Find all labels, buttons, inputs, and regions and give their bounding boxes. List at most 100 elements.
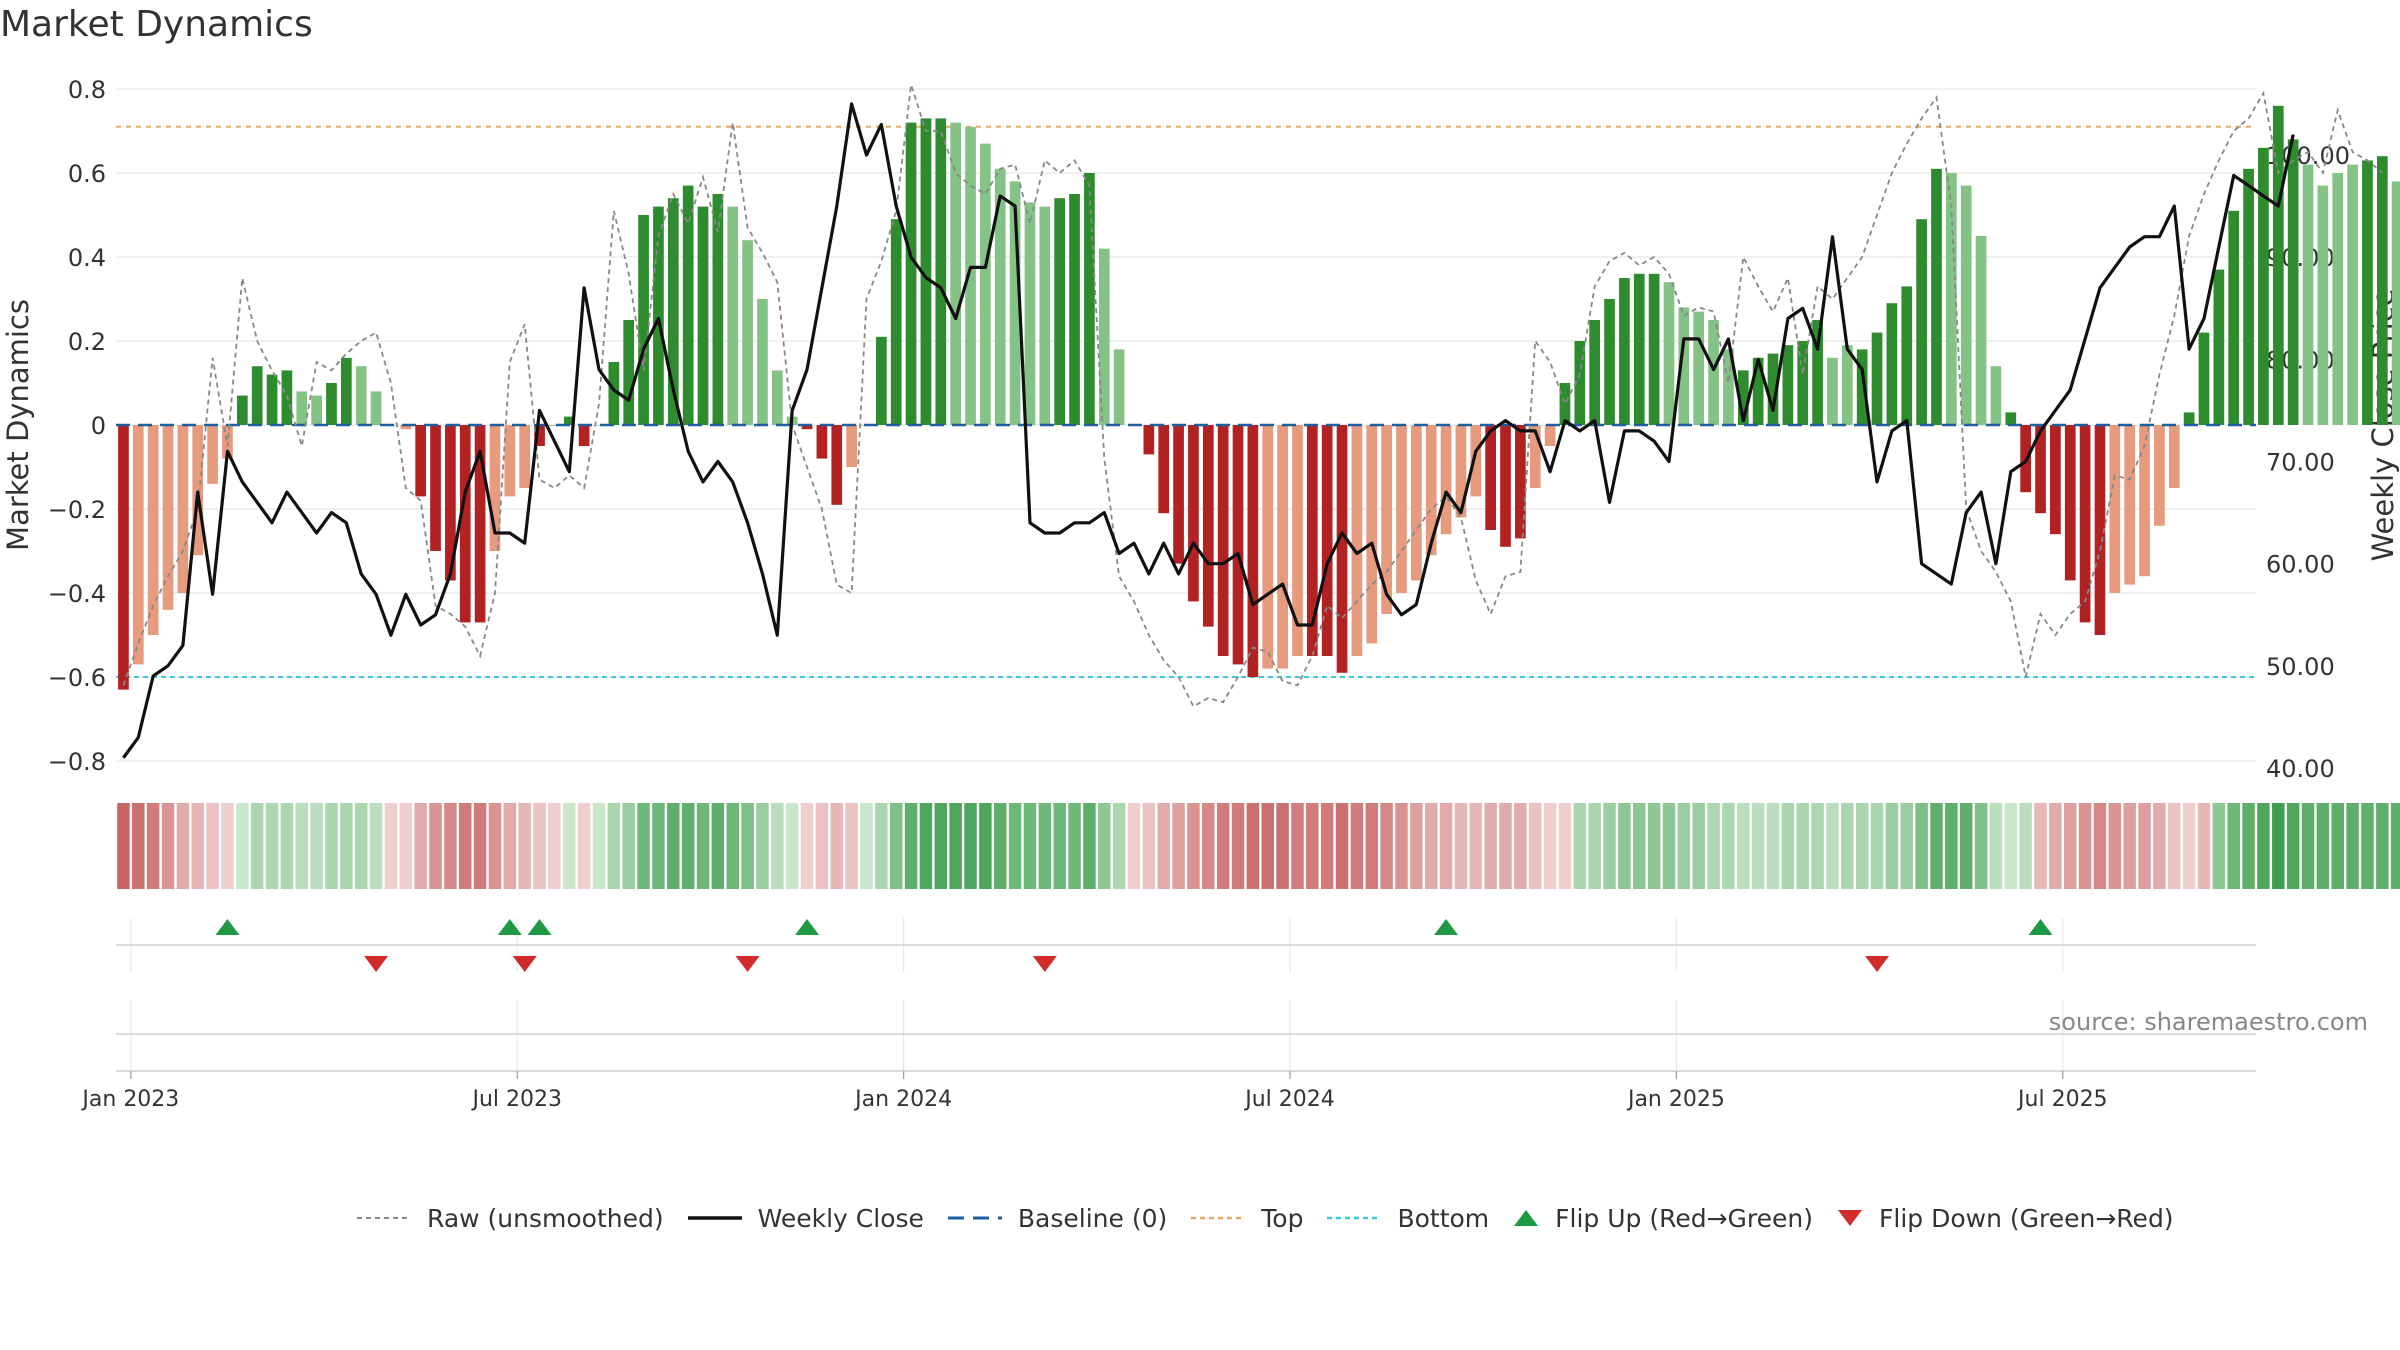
legend-item-flip_down: Flip Down (Green→Red) [1835,1204,2174,1233]
regime-strip-cell [340,803,353,889]
flip-down-marker [1032,956,1057,972]
regime-strip-cell [1395,803,1408,889]
regime-strip-cell [934,803,948,889]
momentum-bar [1931,168,1942,426]
regime-strip-cell [1083,803,1096,889]
regime-strip-cell [399,803,413,889]
momentum-bar [2139,425,2150,577]
regime-strip-cell [1499,803,1512,889]
regime-strip-cell [1320,803,1334,889]
regime-strip-cell [473,803,487,889]
regime-strip-cell [1841,803,1854,889]
momentum-bar [1440,425,1452,535]
momentum-bar [697,206,709,425]
regime-strip-cell [889,803,903,889]
regime-strip-cell [458,803,472,889]
legend-label: Bottom [1397,1203,1490,1233]
regime-strip-cell [176,803,190,889]
regime-strip-cell [2361,803,2374,889]
regime-strip-cell [117,803,130,889]
regime-strip-cell [592,803,606,889]
momentum-bar [1098,248,1110,425]
regime-strip-cell [1098,803,1111,889]
legend-item-top: Top [1189,1204,1303,1233]
momentum-bar [593,425,605,426]
regime-strip-cell [1365,803,1379,889]
regime-strip-cell [2078,803,2092,889]
momentum-bar [2347,164,2358,425]
regime-strip-cell [1959,803,1973,889]
regime-strip-cell [1796,803,1809,889]
momentum-bar [994,168,1006,426]
regime-strip-cell [1261,803,1274,889]
momentum-bar [1306,425,1318,656]
regime-strip-cell [2301,803,2315,889]
regime-strip-cell [161,803,175,889]
regime-strip-cell [2212,803,2226,889]
legend-item-close: Weekly Close [686,1204,924,1233]
momentum-bar [905,122,917,425]
legend-swatch-close [687,1216,742,1220]
momentum-bar [415,425,427,497]
regime-strip-cell [1231,803,1245,889]
momentum-bar [1767,353,1779,425]
legend-item-bottom: Bottom [1325,1204,1489,1233]
regime-strip-cell [1410,803,1423,889]
momentum-bar [1039,206,1051,425]
momentum-bar [950,122,962,425]
regime-strip-cell [2093,803,2107,889]
momentum-bar [1633,273,1645,425]
regime-strip-cell [2138,803,2151,889]
regime-strip-cell [1142,803,1156,889]
legend-swatch-bottom [1327,1216,1382,1220]
momentum-bar [1024,202,1036,425]
regime-strip-cell [1558,803,1572,889]
regime-strip-cell [1737,803,1750,889]
regime-strip-cell [1528,803,1542,889]
legend-label: Flip Up (Red→Green) [1555,1203,1814,1233]
regime-strip-cell [221,803,234,889]
flip-down-marker [1865,956,1890,972]
regime-strip-cell [1335,803,1349,889]
regime-strip-cell [696,803,710,889]
momentum-bar [1916,219,1927,425]
legend-item-raw: Raw (unsmoothed) [355,1204,664,1233]
regime-strip-cell [488,803,502,889]
regime-strip-cell [845,803,858,889]
momentum-bar [2213,269,2225,425]
momentum-bar [1604,299,1615,425]
regime-strip-cell [1306,803,1319,889]
regime-strip-cell [414,803,427,889]
regime-strip-cell [1127,803,1141,889]
regime-strip-cell [2272,803,2285,889]
momentum-bar [222,425,233,459]
legend-item-flip_up: Flip Up (Red→Green) [1511,1204,1813,1233]
y-tick-label: −0.6 [48,664,106,692]
regime-strip-cell [2316,803,2330,889]
momentum-bar [118,425,129,690]
momentum-bar [1054,198,1066,425]
regime-strip-cell [1945,803,1958,889]
regime-strip-cell [1439,803,1453,889]
regime-strip-cell [741,803,754,889]
regime-strip-cell [577,803,591,889]
momentum-bar [489,425,501,551]
regime-strip-cell [1811,803,1824,889]
momentum-bar [2258,147,2269,426]
legend-label: Baseline (0) [1017,1203,1168,1233]
momentum-bar [831,425,843,505]
regime-strip-cell [1900,803,1914,889]
regime-strip-cell [280,803,294,889]
regime-strip-cell [2049,803,2062,889]
regime-strip-cell [622,803,635,889]
regime-strip-cell [815,803,829,889]
momentum-bar [549,425,560,426]
regime-strip-cell [384,803,398,889]
momentum-bar [147,425,159,635]
regime-strip-cell [1291,803,1304,889]
y-tick-label: 0.8 [68,76,106,104]
regime-strip-cell [2123,803,2136,889]
legend-swatch-raw [357,1217,411,1219]
momentum-bar [132,425,144,665]
